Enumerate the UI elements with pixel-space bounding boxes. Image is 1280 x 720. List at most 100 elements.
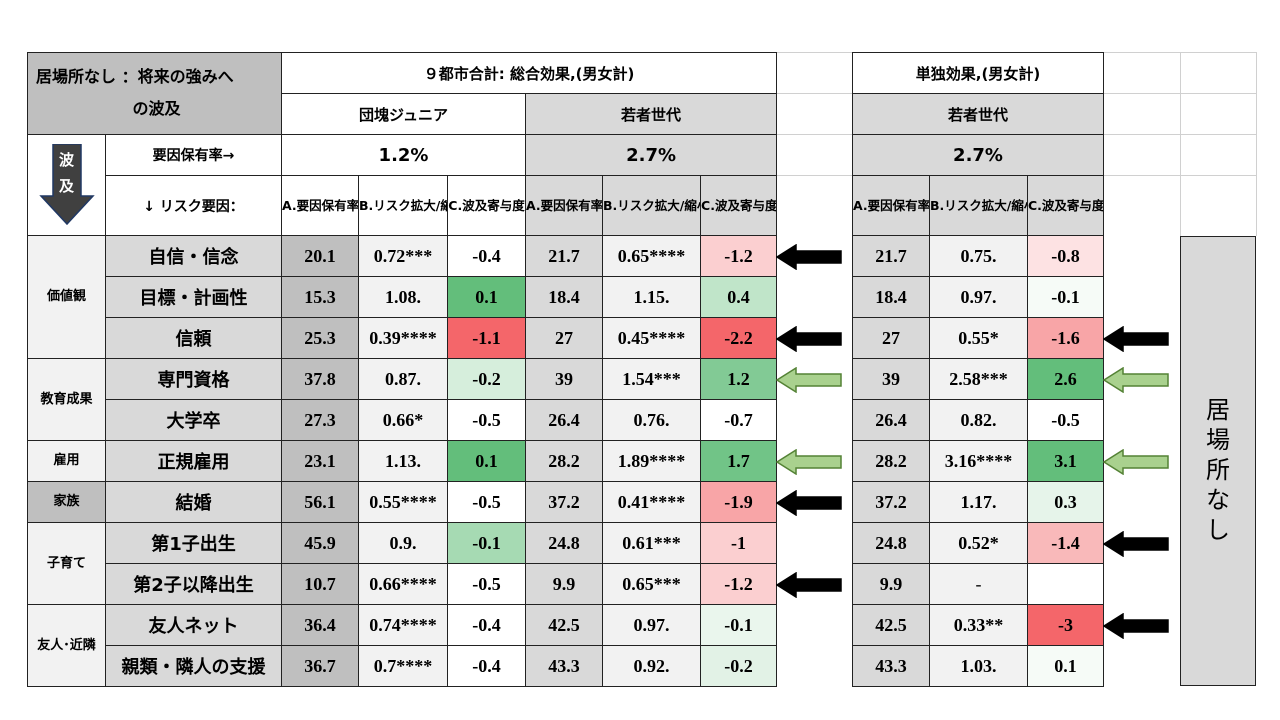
side-label-box: 居 場 所 な し bbox=[1180, 236, 1256, 686]
dankai-contribution: 0.1 bbox=[447, 276, 527, 318]
dankai-rate: 27.3 bbox=[281, 399, 360, 441]
single-effect-body: 21.7 0.75. -0.8 18.4 0.97. -0.1 27 0.55* -1.6 39 2… bbox=[852, 235, 1105, 687]
table-row: 42.5 0.33** -3 bbox=[852, 604, 1105, 646]
table-row: 37.2 1.17. 0.3 bbox=[852, 481, 1105, 523]
dankai-contribution: -0.4 bbox=[447, 235, 527, 277]
single-effect-table: 単独効果,(男女計) 若者世代 2.7% A.要因保有率(%) B.リスク拡大/… bbox=[851, 52, 1105, 687]
group-dankai: 団塊ジュニア bbox=[281, 93, 527, 135]
table-title-cell: 居場所なし ：将来の強みへ の波及 bbox=[26, 52, 283, 135]
single-contribution: -3 bbox=[1026, 604, 1105, 646]
table-row: 価値観 自信・信念 20.1 0.72*** -0.4 21.7 0.65**** -1.2 bbox=[27, 235, 778, 359]
wakamono-risk: 1.89**** bbox=[602, 440, 702, 482]
single-contribution: -1.6 bbox=[1026, 317, 1105, 359]
wakamono-contribution: -1.2 bbox=[700, 563, 778, 605]
dankai-risk: 0.55**** bbox=[358, 481, 449, 523]
green-left-arrow-icon bbox=[1102, 448, 1169, 476]
green-left-arrow-icon bbox=[1102, 366, 1169, 394]
col-header-a: A.要因保有率(%) bbox=[852, 175, 930, 236]
dankai-rate: 20.1 bbox=[281, 235, 360, 277]
category-label: 友人･近隣 bbox=[27, 604, 106, 687]
wave-label-2: 及 bbox=[58, 177, 74, 195]
wakamono-rate: 28.2 bbox=[525, 440, 604, 482]
rate-label: 要因保有率→ bbox=[104, 134, 283, 176]
wakamono-risk: 1.54*** bbox=[602, 358, 702, 400]
category-label: 子育て bbox=[27, 522, 106, 605]
table-row: 28.2 3.16**** 3.1 bbox=[852, 440, 1105, 482]
wakamono-contribution: -2.2 bbox=[700, 317, 778, 359]
wakamono-risk: 0.92. bbox=[602, 645, 702, 687]
single-contribution: 0.1 bbox=[1026, 645, 1105, 687]
single-rate: 37.2 bbox=[852, 481, 930, 523]
table-row: 43.3 1.03. 0.1 bbox=[852, 645, 1105, 687]
single-risk: 0.97. bbox=[929, 276, 1028, 318]
total-effect-header: ９都市合計: 総合効果,(男女計) bbox=[281, 52, 778, 94]
single-rate: 28.2 bbox=[852, 440, 930, 482]
total-effect-body: 価値観 自信・信念 20.1 0.72*** -0.4 21.7 0.65**** -1.2 目… bbox=[27, 235, 778, 687]
table-row: 第2子以降出生 10.7 0.66**** -0.5 9.9 0.65*** -1.2 bbox=[28, 563, 778, 605]
wave-arrow-cell: 波 及 bbox=[27, 134, 106, 236]
dankai-rate: 36.4 bbox=[281, 604, 360, 646]
single-risk: 0.55* bbox=[929, 317, 1028, 359]
table-row: 21.7 0.75. -0.8 bbox=[852, 235, 1105, 277]
item-label: 第2子以降出生 bbox=[104, 563, 283, 605]
table-row: 目標・計画性 15.3 1.08. 0.1 18.4 1.15. 0.4 bbox=[28, 276, 778, 318]
wakamono-contribution: -1.9 bbox=[700, 481, 778, 523]
dankai-rate: 15.3 bbox=[281, 276, 360, 318]
dankai-rate: 36.7 bbox=[281, 645, 360, 687]
item-label: 正規雇用 bbox=[104, 440, 283, 482]
wakamono-rate: 24.8 bbox=[525, 522, 604, 564]
single-rate: 43.3 bbox=[852, 645, 930, 687]
single-risk: 3.16**** bbox=[929, 440, 1028, 482]
dankai-contribution: -0.4 bbox=[447, 604, 527, 646]
col-header-c: C.波及寄与度 bbox=[700, 175, 778, 236]
col-header-b: B.リスク拡大/縮小率 bbox=[358, 175, 449, 236]
black-left-arrow-icon bbox=[1102, 325, 1169, 353]
table-row: 子育て 第1子出生 45.9 0.9. -0.1 24.8 0.61*** -1 bbox=[27, 522, 778, 605]
col-header-a: A.要因保有率(%) bbox=[525, 175, 604, 236]
wakamono-contribution: -0.2 bbox=[700, 645, 778, 687]
wakamono-contribution: 1.7 bbox=[700, 440, 778, 482]
dankai-contribution: 0.1 bbox=[447, 440, 527, 482]
dankai-rate: 23.1 bbox=[281, 440, 360, 482]
col-header-b: B.リスク拡大/縮小率 bbox=[602, 175, 702, 236]
wave-label-1: 波 bbox=[58, 151, 74, 169]
wakamono-rate: 18.4 bbox=[525, 276, 604, 318]
single-rate: 39 bbox=[852, 358, 930, 400]
single-risk: 0.33** bbox=[929, 604, 1028, 646]
single-contribution: 0.3 bbox=[1026, 481, 1105, 523]
single-risk: 1.17. bbox=[929, 481, 1028, 523]
dankai-risk: 0.66**** bbox=[358, 563, 449, 605]
category-label: 雇用 bbox=[27, 440, 106, 482]
dankai-rate: 25.3 bbox=[281, 317, 360, 359]
dankai-contribution: -0.1 bbox=[447, 522, 527, 564]
wakamono-risk: 0.97. bbox=[602, 604, 702, 646]
wakamono-rate: 43.3 bbox=[525, 645, 604, 687]
group-wakamono: 若者世代 bbox=[525, 93, 778, 135]
table-row: 信頼 25.3 0.39**** -1.1 27 0.45**** -2.2 bbox=[28, 317, 778, 359]
table-row: 9.9- bbox=[852, 563, 1105, 605]
table-row: 親類・隣人の支援 36.7 0.7**** -0.4 43.3 0.92. -0.2 bbox=[28, 645, 778, 687]
table-row: 39 2.58*** 2.6 bbox=[852, 358, 1105, 400]
category-label: 家族 bbox=[27, 481, 106, 523]
col-header-b: B.リスク拡大/縮小率 bbox=[929, 175, 1028, 236]
single-risk: - bbox=[929, 563, 1028, 605]
single-contribution: -1.4 bbox=[1026, 522, 1105, 564]
single-risk: 0.75. bbox=[929, 235, 1028, 277]
table-row: 友人･近隣 友人ネット 36.4 0.74**** -0.4 42.5 0.97. -0.1 bbox=[27, 604, 778, 687]
dankai-contribution: -0.5 bbox=[447, 563, 527, 605]
dankai-risk: 0.66* bbox=[358, 399, 449, 441]
single-rate: 9.9 bbox=[852, 563, 930, 605]
dankai-contribution: -0.5 bbox=[447, 399, 527, 441]
dankai-rate: 45.9 bbox=[281, 522, 360, 564]
table-row: 大学卒 27.3 0.66* -0.5 26.4 0.76. -0.7 bbox=[28, 399, 778, 441]
wakamono-contribution: 0.4 bbox=[700, 276, 778, 318]
item-label: 目標・計画性 bbox=[104, 276, 283, 318]
wakamono-risk: 0.76. bbox=[602, 399, 702, 441]
dankai-contribution: -0.4 bbox=[447, 645, 527, 687]
risk-label: ↓ リスク要因： bbox=[104, 175, 283, 236]
table-row: 家族 結婚 56.1 0.55**** -0.5 37.2 0.41**** -1.9 bbox=[27, 481, 778, 523]
dankai-rate: 56.1 bbox=[281, 481, 360, 523]
dankai-risk: 0.39**** bbox=[358, 317, 449, 359]
item-label: 第1子出生 bbox=[104, 522, 283, 564]
table-row: 雇用 正規雇用 23.1 1.13. 0.1 28.2 1.89**** 1.7 bbox=[27, 440, 778, 482]
